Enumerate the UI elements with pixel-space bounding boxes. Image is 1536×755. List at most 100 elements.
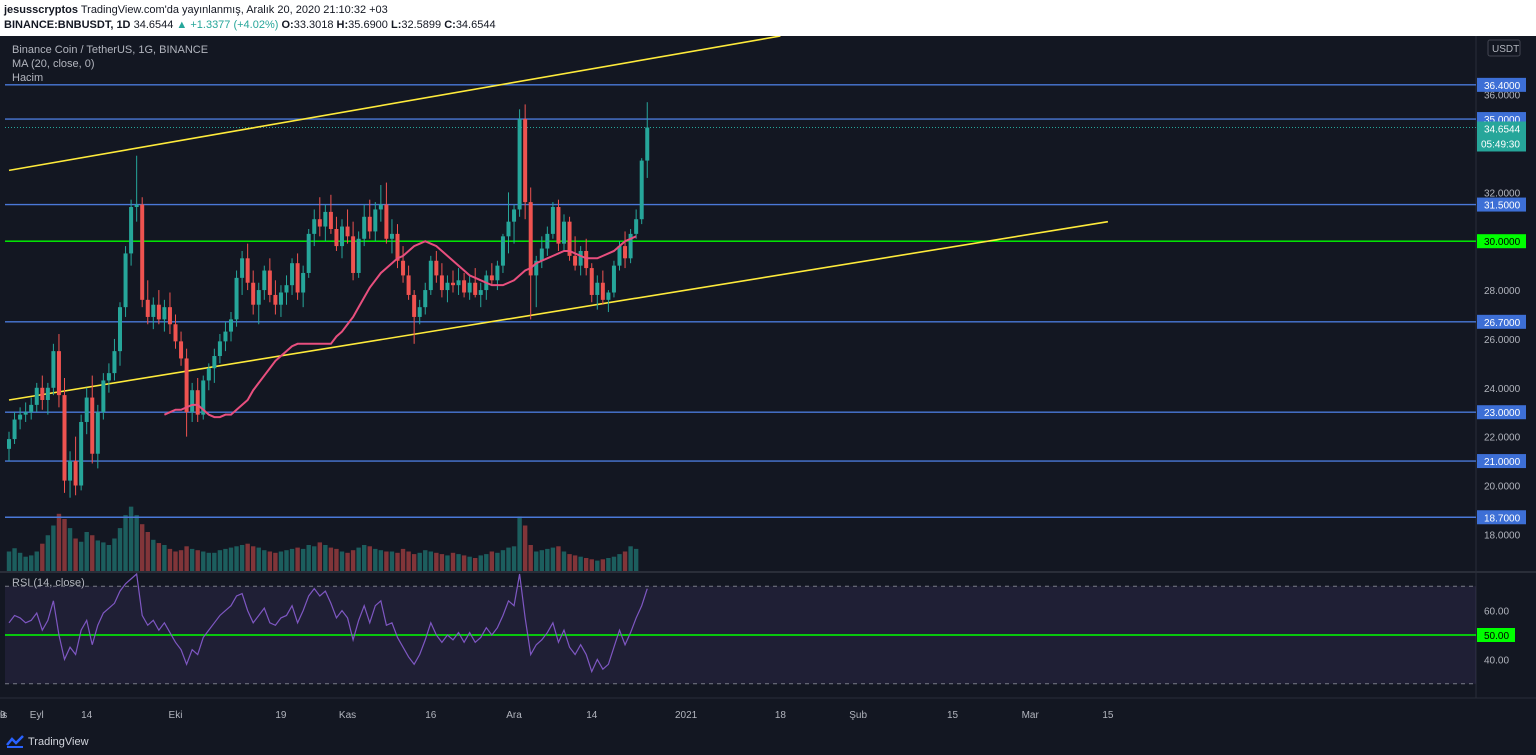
candle xyxy=(395,224,400,269)
candle xyxy=(295,253,300,300)
candle-body xyxy=(167,307,172,325)
volume-bar xyxy=(339,551,345,571)
volume-bar xyxy=(40,543,45,571)
current-price-badge xyxy=(1477,121,1526,152)
volume-bar xyxy=(95,540,100,571)
volume-bar xyxy=(267,551,273,571)
volume-bar xyxy=(345,552,350,571)
level-price-badge xyxy=(1477,510,1526,525)
volume-bar xyxy=(589,559,594,571)
chart-area[interactable]: 18.0000 20.0000 22.0000 24.0000 26.0000 28.00… xyxy=(0,35,1536,731)
candle xyxy=(567,216,572,261)
candle-body xyxy=(462,280,467,293)
candle xyxy=(589,263,594,303)
candle-body xyxy=(140,204,145,300)
candle xyxy=(179,331,184,366)
candle-body xyxy=(611,265,616,293)
candle xyxy=(195,378,200,422)
candle-body xyxy=(562,221,566,244)
volume-bar xyxy=(511,546,517,571)
candle-body xyxy=(478,290,483,295)
volume-bar xyxy=(450,552,456,571)
level-price-label: 30.0000 xyxy=(1484,237,1521,248)
volume-bar xyxy=(434,552,439,571)
volume-bar xyxy=(123,515,128,571)
candle-body xyxy=(362,216,367,239)
candle xyxy=(245,243,250,291)
volume-bar xyxy=(400,548,406,571)
volume-bar xyxy=(478,555,483,571)
candle xyxy=(29,397,34,420)
candle-body xyxy=(467,282,472,293)
footer-brand[interactable]: TradingView xyxy=(28,736,89,748)
candle xyxy=(550,202,555,239)
currency-badge-box xyxy=(1487,39,1521,57)
low-value: 32.5899 xyxy=(401,19,442,31)
volume-bar xyxy=(406,551,411,571)
volume-bar xyxy=(328,547,334,571)
candle-body xyxy=(423,290,428,308)
candle xyxy=(273,280,278,315)
bar-countdown-timer: 05:49:30 xyxy=(1481,140,1520,151)
volume-bar xyxy=(140,524,145,571)
candle xyxy=(73,436,78,496)
volume-bar xyxy=(367,546,372,571)
volume-bar xyxy=(389,551,395,571)
volume-bar xyxy=(167,548,173,571)
candle-body xyxy=(40,387,45,400)
candle xyxy=(134,155,139,222)
candle xyxy=(251,270,256,315)
rsi-mid-label: 50.00 xyxy=(1484,631,1509,642)
volume-bar xyxy=(622,551,628,571)
volume-bar xyxy=(500,550,506,571)
candle xyxy=(256,282,261,325)
price-chart[interactable]: 18.0000 20.0000 22.0000 24.0000 26.0000 28.00… xyxy=(0,35,1536,731)
low-label: L: xyxy=(390,19,402,31)
candle xyxy=(301,265,306,308)
candle-body xyxy=(234,277,239,320)
candle-body xyxy=(556,207,561,244)
candle-body xyxy=(145,299,150,317)
candle xyxy=(467,275,472,300)
trendline-upper xyxy=(8,35,781,172)
candle-body xyxy=(201,380,206,415)
candle-body xyxy=(284,285,289,293)
time-tick-label: 18 xyxy=(775,710,787,721)
candle xyxy=(145,280,150,325)
time-tick-label: 19 xyxy=(275,710,287,721)
volume-bar xyxy=(439,554,445,571)
volume-bar xyxy=(78,541,84,571)
volume-bar xyxy=(73,538,78,571)
candle-body xyxy=(539,248,544,261)
volume-bar xyxy=(628,546,633,571)
candle-body xyxy=(645,127,650,161)
candle-body xyxy=(323,211,328,227)
candle-body xyxy=(56,351,61,396)
volume-bar xyxy=(173,551,178,571)
volume-bar xyxy=(362,545,367,571)
volume-bar xyxy=(162,545,167,571)
time-tick-label: Nis xyxy=(0,710,7,721)
last-price: 34.6544 xyxy=(133,19,174,31)
rsi-tick-label: 60.00 xyxy=(1484,607,1509,618)
candle-body xyxy=(295,263,300,293)
candle-body xyxy=(373,209,378,232)
candle-body xyxy=(62,395,67,481)
published-header: jesusscryptos TradingView.com'da yayınla… xyxy=(0,0,1536,36)
volume-bar xyxy=(373,548,378,571)
candle-body xyxy=(428,260,433,291)
footer: TradingView xyxy=(0,731,1536,755)
candle-body xyxy=(456,280,461,286)
candle-body xyxy=(112,351,117,374)
candle-body xyxy=(162,307,167,320)
volume-bar xyxy=(134,515,139,571)
candle-body xyxy=(340,226,344,247)
volume-bar xyxy=(584,558,589,571)
candle-body xyxy=(151,304,156,317)
author-name[interactable]: jesusscryptos xyxy=(4,4,78,16)
level-price-label: 23.0000 xyxy=(1484,408,1521,419)
volume-bar xyxy=(545,548,550,571)
candle xyxy=(45,382,50,415)
volume-bar xyxy=(417,552,422,571)
time-tick-label: 19 xyxy=(0,710,6,721)
